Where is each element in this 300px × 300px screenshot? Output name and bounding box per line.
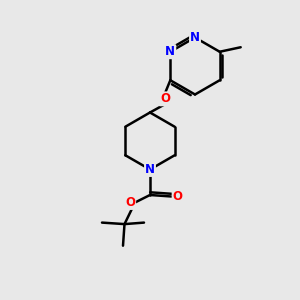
Text: O: O xyxy=(160,92,170,105)
Text: N: N xyxy=(145,163,155,176)
Text: N: N xyxy=(190,31,200,44)
Text: N: N xyxy=(165,45,175,58)
Text: O: O xyxy=(125,196,135,209)
Text: O: O xyxy=(172,190,183,203)
